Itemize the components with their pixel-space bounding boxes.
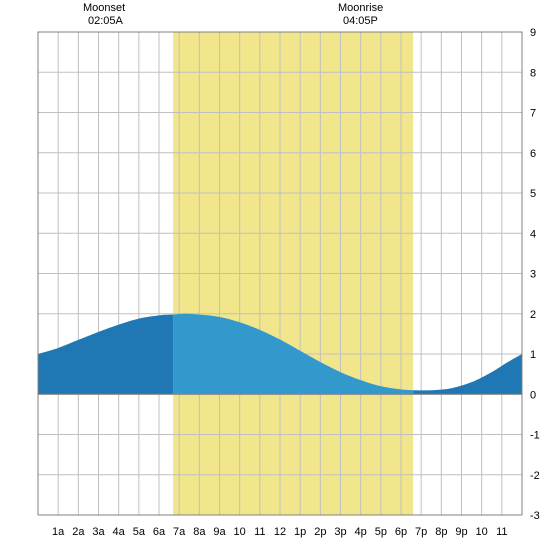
y-tick-label: 3 xyxy=(530,269,536,281)
x-tick-label: 6p xyxy=(395,526,407,538)
x-tick-label: 2p xyxy=(314,526,326,538)
moonset-label: Moonset xyxy=(83,2,125,14)
moonrise-label: Moonrise xyxy=(338,2,383,14)
y-tick-label: 0 xyxy=(530,389,536,401)
y-tick-label: 7 xyxy=(530,108,536,120)
x-tick-label: 4a xyxy=(113,526,126,538)
x-tick-label: 9p xyxy=(455,526,467,538)
y-tick-label: 2 xyxy=(530,309,536,321)
y-tick-label: 5 xyxy=(530,188,536,200)
x-tick-label: 12 xyxy=(274,526,286,538)
tide-area-night-right xyxy=(413,354,522,394)
y-tick-label: -2 xyxy=(530,470,540,482)
x-tick-label: 3a xyxy=(92,526,105,538)
x-tick-label: 1a xyxy=(52,526,65,538)
x-tick-label: 7p xyxy=(415,526,427,538)
y-tick-label: -3 xyxy=(530,510,540,522)
chart-svg: -3-2-101234567891a2a3a4a5a6a7a8a9a101112… xyxy=(0,0,550,550)
x-tick-label: 11 xyxy=(254,526,265,538)
x-tick-label: 10 xyxy=(476,526,488,538)
y-tick-label: 8 xyxy=(530,67,536,79)
x-tick-label: 1p xyxy=(294,526,306,538)
x-tick-label: 2a xyxy=(72,526,85,538)
y-tick-label: 9 xyxy=(530,27,536,39)
tide-chart: Moonset 02:05A Moonrise 04:05P -3-2-1012… xyxy=(0,0,550,550)
y-tick-label: 1 xyxy=(530,349,536,361)
moonrise-time: 04:05P xyxy=(343,15,378,27)
y-tick-label: 4 xyxy=(530,228,536,240)
x-tick-label: 5p xyxy=(375,526,387,538)
x-tick-label: 3p xyxy=(334,526,346,538)
y-tick-label: -1 xyxy=(530,430,540,442)
x-tick-label: 9a xyxy=(213,526,226,538)
x-tick-label: 4p xyxy=(355,526,367,538)
x-tick-label: 6a xyxy=(153,526,166,538)
x-tick-label: 7a xyxy=(173,526,186,538)
x-tick-label: 10 xyxy=(234,526,246,538)
x-tick-label: 11 xyxy=(496,526,507,538)
x-tick-label: 8a xyxy=(193,526,206,538)
x-tick-label: 8p xyxy=(435,526,447,538)
moonset-time: 02:05A xyxy=(88,15,123,27)
x-tick-label: 5a xyxy=(133,526,146,538)
y-tick-label: 6 xyxy=(530,148,536,160)
